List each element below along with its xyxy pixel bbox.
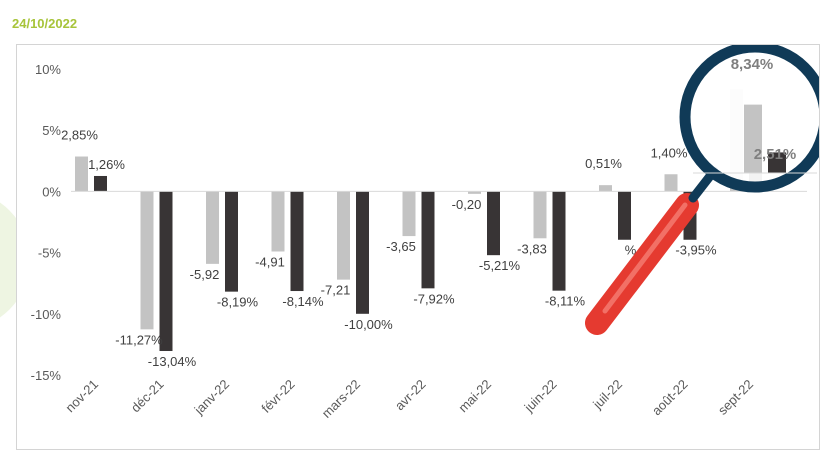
value-label: -0,20 bbox=[452, 197, 482, 212]
x-tick-label: sept-22 bbox=[715, 377, 756, 418]
bars-layer bbox=[75, 89, 762, 352]
value-label: -3,95% bbox=[675, 243, 717, 258]
x-axis: nov-21 déc-21 janv-22 févr-22 mars-22 avr-22 m… bbox=[62, 377, 756, 421]
y-tick-label: -10% bbox=[31, 307, 62, 322]
magnifier-handle-highlight bbox=[602, 202, 688, 314]
bar-dark bbox=[487, 191, 500, 256]
bar-light bbox=[599, 185, 612, 192]
report-date: 24/10/2022 bbox=[12, 16, 78, 31]
bar-dark bbox=[421, 191, 435, 289]
value-label: -8,19% bbox=[217, 295, 259, 310]
x-tick-label: févr-22 bbox=[258, 377, 297, 416]
chart-panel: 10% 5% 0% -5% -10% -15% 2,85% -11,27% -5,92 -4,9… bbox=[16, 44, 820, 450]
value-label: -4,91 bbox=[255, 254, 285, 269]
y-tick-label: 10% bbox=[35, 62, 61, 77]
value-label: -11,27% bbox=[115, 332, 163, 347]
value-label: -7,92% bbox=[413, 291, 455, 306]
bar-dark bbox=[159, 191, 173, 352]
x-tick-label: déc-21 bbox=[128, 377, 167, 416]
value-label: 0,51% bbox=[585, 156, 622, 171]
y-tick-label: -15% bbox=[31, 368, 62, 383]
value-label: -10,00% bbox=[344, 317, 393, 332]
bar-dark bbox=[225, 191, 238, 292]
bar-chart: 10% 5% 0% -5% -10% -15% 2,85% -11,27% -5,92 -4,9… bbox=[31, 45, 819, 421]
x-tick-label: mars-22 bbox=[319, 377, 363, 421]
bar-light bbox=[75, 156, 88, 192]
bar-light bbox=[664, 174, 678, 192]
x-tick-label: avr-22 bbox=[392, 377, 429, 414]
value-label: -13,04% bbox=[148, 354, 197, 369]
bar-light bbox=[533, 191, 547, 239]
bar-dark-magnified bbox=[768, 152, 786, 173]
value-label: 1,26% bbox=[88, 157, 125, 172]
bar-light bbox=[271, 191, 285, 252]
bar-dark bbox=[290, 191, 304, 292]
value-label: % bbox=[625, 243, 637, 258]
bar-light bbox=[140, 191, 154, 330]
bar-dark bbox=[94, 175, 107, 192]
bar-dark bbox=[356, 191, 369, 314]
y-tick-label: 5% bbox=[42, 123, 61, 138]
y-tick-label: -5% bbox=[38, 246, 62, 261]
value-label: -3,65 bbox=[386, 239, 416, 254]
x-tick-label: août-22 bbox=[649, 377, 691, 419]
value-label: 1,40% bbox=[651, 145, 688, 160]
bar-light-magnified bbox=[744, 104, 762, 173]
bar-light bbox=[468, 191, 481, 194]
value-label: -5,92 bbox=[190, 267, 220, 282]
value-label-magnified: 2,51% bbox=[754, 146, 797, 163]
x-tick-label: juin-22 bbox=[521, 377, 560, 416]
bar-light bbox=[402, 191, 416, 237]
bar-dark bbox=[552, 191, 566, 291]
magnifying-glass-icon: 8,34% 2,51% bbox=[585, 45, 819, 335]
value-label: -8,14% bbox=[282, 294, 324, 309]
bar-dark bbox=[618, 191, 631, 240]
y-axis: 10% 5% 0% -5% -10% -15% bbox=[31, 62, 62, 383]
x-tick-label: nov-21 bbox=[62, 377, 101, 416]
x-tick-label: janv-22 bbox=[191, 377, 232, 418]
x-tick-label: mai-22 bbox=[455, 377, 494, 416]
value-label: -7,21 bbox=[321, 283, 351, 298]
x-tick-label: juil-22 bbox=[589, 377, 625, 413]
bar-light bbox=[337, 191, 350, 280]
value-label: -3,83 bbox=[517, 241, 547, 256]
value-label: -8,11% bbox=[545, 294, 586, 309]
value-labels-layer: 2,85% -11,27% -5,92 -4,91 -7,21 -3,65 -0,20 -3,… bbox=[61, 128, 717, 369]
value-label: 2,85% bbox=[61, 128, 98, 143]
value-label: -5,21% bbox=[479, 258, 521, 273]
y-tick-label: 0% bbox=[42, 184, 61, 199]
bar-light bbox=[206, 191, 219, 264]
value-label-magnified: 8,34% bbox=[731, 56, 774, 73]
magnifier-content: 8,34% 2,51% bbox=[693, 56, 817, 174]
